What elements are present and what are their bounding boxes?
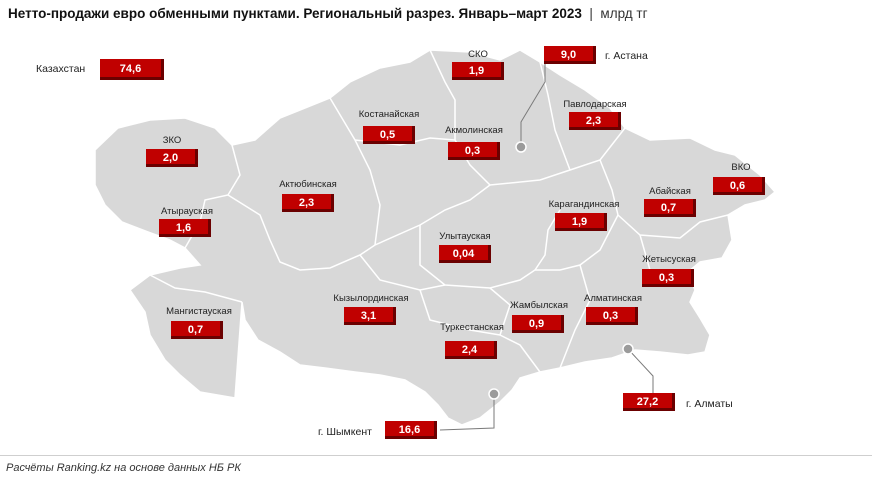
shymkent-leader: [439, 394, 495, 431]
region-borders: [149, 49, 729, 373]
region-label-sko: СКО: [468, 49, 488, 60]
region-value-aktobe: 2,3: [282, 194, 334, 212]
region-value-almaty-region: 0,3: [586, 307, 638, 325]
footer-divider: [0, 455, 872, 456]
almaty-leader: [627, 348, 654, 395]
region-label-turkestan: Туркестанская: [440, 322, 504, 333]
city-label-shymkent: г. Шымкент: [318, 426, 372, 438]
region-value-zhetysu: 0,3: [642, 269, 694, 287]
unit-separator: |: [585, 6, 597, 21]
city-value-shymkent: 16,6: [385, 421, 437, 439]
region-value-zko: 2,0: [146, 149, 198, 167]
region-label-kostanay: Костанайская: [358, 109, 420, 120]
region-label-ulytau: Улытауская: [439, 231, 491, 242]
total-label: Казахстан: [36, 63, 86, 75]
total-value: 74,6: [100, 59, 164, 80]
chart-title: Нетто-продажи евро обменными пунктами. Р…: [8, 6, 648, 21]
region-label-zhambyl: Жамбылская: [510, 300, 568, 311]
region-value-turkestan: 2,4: [445, 341, 497, 359]
astana-leader: [520, 56, 546, 147]
city-value-astana: 9,0: [544, 46, 596, 64]
title-text: Нетто-продажи евро обменными пунктами. Р…: [8, 6, 582, 21]
region-label-kyzylorda: Кызылординская: [333, 293, 409, 304]
region-label-vko: ВКО: [731, 162, 751, 173]
region-label-aktobe: Актюбинская: [279, 179, 337, 190]
region-label-abai: Абайская: [649, 186, 691, 197]
region-label-karaganda: Карагандинская: [548, 199, 620, 210]
region-value-zhambyl: 0,9: [512, 315, 564, 333]
region-value-mangystau: 0,7: [171, 321, 223, 339]
region-label-atyrau: Атырауская: [161, 206, 213, 217]
region-value-pavlodar: 2,3: [569, 112, 621, 130]
city-label-astana: г. Астана: [605, 50, 648, 62]
city-value-almaty: 27,2: [623, 393, 675, 411]
country-shape: [94, 49, 777, 426]
region-label-mangystau: Мангистауская: [166, 306, 232, 317]
region-label-almaty-region: Алматинская: [584, 293, 642, 304]
region-value-abai: 0,7: [644, 199, 696, 217]
city-leaders: [439, 56, 654, 431]
region-value-vko: 0,6: [713, 177, 765, 195]
region-value-karaganda: 1,9: [555, 213, 607, 231]
region-label-pavlodar: Павлодарская: [563, 99, 627, 110]
region-label-zko: ЗКО: [162, 135, 182, 146]
unit-label: млрд тг: [600, 6, 648, 21]
region-value-akmola: 0,3: [448, 142, 500, 160]
city-label-almaty: г. Алматы: [686, 398, 733, 410]
kazakhstan-map: [94, 49, 777, 431]
astana-marker-icon: [515, 141, 527, 153]
region-label-akmola: Акмолинская: [445, 125, 503, 136]
source-note: Расчёты Ranking.kz на основе данных НБ Р…: [6, 462, 241, 474]
region-label-zhetysu: Жетысуская: [642, 254, 696, 265]
almaty-marker-icon: [622, 343, 634, 355]
shymkent-marker-icon: [488, 388, 500, 400]
region-value-kostanay: 0,5: [363, 126, 415, 144]
region-value-sko: 1,9: [452, 62, 504, 80]
region-value-atyrau: 1,6: [159, 219, 211, 237]
region-value-ulytau: 0,04: [439, 245, 491, 263]
region-value-kyzylorda: 3,1: [344, 307, 396, 325]
